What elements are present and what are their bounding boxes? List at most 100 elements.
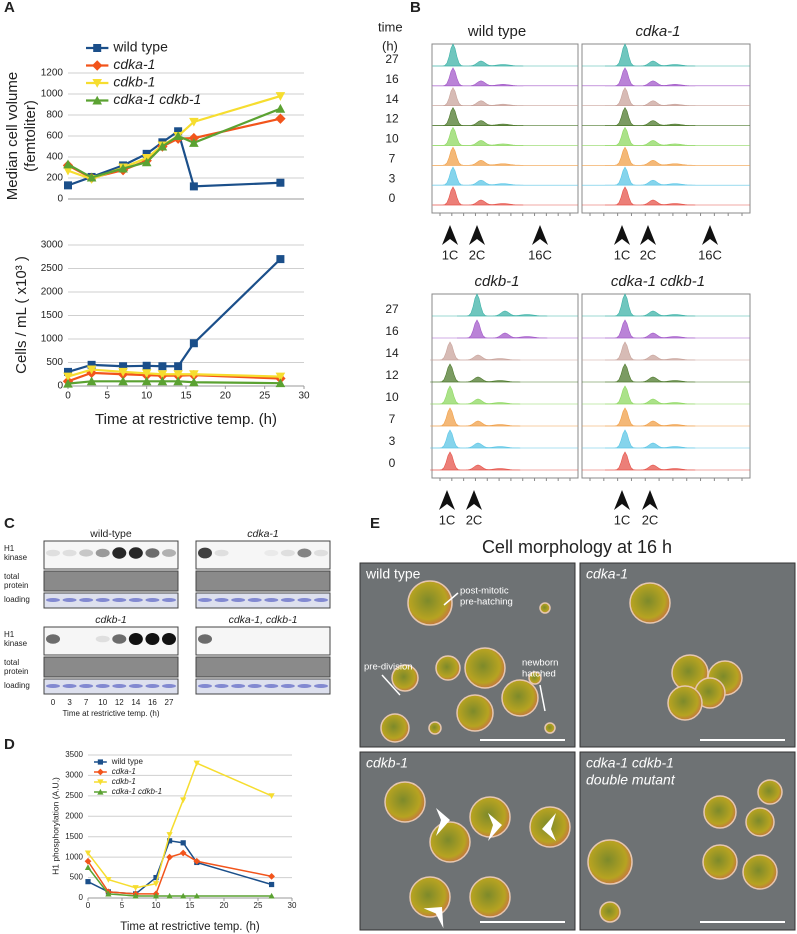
histogram-peak <box>433 87 524 107</box>
marker <box>118 367 128 377</box>
time-label: 27 <box>385 302 399 316</box>
legend-marker <box>97 779 104 786</box>
marker <box>174 362 183 371</box>
y-axis-label: H1 phosphorylation (A.U.) <box>50 777 60 875</box>
marker <box>64 367 72 376</box>
legend-marker <box>97 788 104 795</box>
loading-band <box>214 684 229 688</box>
histogram-peak <box>605 166 696 186</box>
loading-blot <box>43 678 179 695</box>
cell <box>435 655 461 681</box>
blot-row-label: total <box>4 572 19 581</box>
blot-xlabel: Time at restrictive temp. (h) <box>62 709 159 718</box>
loading-band <box>231 684 246 688</box>
marker <box>105 890 112 897</box>
marker <box>84 864 92 870</box>
arrowhead <box>640 225 656 245</box>
time-label: 7 <box>389 412 396 426</box>
loading-band <box>46 684 60 688</box>
time-header: time <box>378 19 403 34</box>
kinase-band <box>214 549 229 557</box>
cell <box>703 795 737 829</box>
x-tick-label: 10 <box>152 901 161 910</box>
time-label: 7 <box>389 151 396 165</box>
kinase-band <box>112 547 127 559</box>
cell <box>702 844 738 880</box>
loading-band <box>297 598 312 602</box>
protein-blot <box>195 570 331 592</box>
marker <box>86 365 97 375</box>
x-tick-label: 5 <box>105 391 111 402</box>
marker <box>142 361 151 370</box>
marker <box>173 370 183 380</box>
annotation: pre-hatching <box>460 597 513 608</box>
lane-label: 14 <box>131 698 140 707</box>
cell <box>501 679 539 717</box>
y-tick-label: 1000 <box>41 89 64 100</box>
legend-label: cdka-1 cdkb-1 <box>112 787 162 796</box>
ploidy-label: 16C <box>698 247 722 262</box>
kinase-band <box>95 548 110 558</box>
marker <box>275 113 286 124</box>
y-tick-label: 2500 <box>41 263 64 274</box>
x-tick-label: 10 <box>141 391 153 402</box>
loading-blot <box>195 592 331 609</box>
marker <box>84 857 92 865</box>
y-tick-label: 200 <box>46 173 63 184</box>
blot-row-label: loading <box>4 595 30 604</box>
loading-band <box>247 598 262 602</box>
y-tick-label: 3000 <box>41 240 64 251</box>
lane-label: 16 <box>148 698 157 707</box>
ploidy-label: 2C <box>642 512 659 527</box>
loading-band <box>314 684 328 688</box>
marker <box>173 376 183 386</box>
y-tick-label: 3000 <box>65 771 83 780</box>
histogram-peak <box>605 407 696 427</box>
marker <box>158 362 167 371</box>
panel-label: E <box>370 515 380 532</box>
histogram-peak <box>605 87 696 107</box>
histogram-peak <box>430 341 521 361</box>
marker <box>63 378 73 388</box>
legend-label: wild type <box>111 757 144 766</box>
kinase-band <box>79 549 94 557</box>
cell <box>428 721 442 735</box>
time-label: 12 <box>385 368 399 382</box>
arrowhead <box>436 808 450 836</box>
arrowhead <box>614 225 630 245</box>
arrowhead <box>614 490 630 510</box>
cell <box>742 854 778 890</box>
y-tick-label: 2500 <box>65 791 83 800</box>
marker <box>167 838 173 844</box>
blot-row-label: kinase <box>4 639 28 648</box>
y-tick-label: 0 <box>57 381 63 392</box>
kinase-band <box>46 549 60 557</box>
loading-band <box>280 598 295 602</box>
histogram-peak <box>605 106 696 126</box>
time-label: 3 <box>389 434 396 448</box>
legend-label: cdka-1 <box>113 56 155 72</box>
arrowhead <box>466 490 482 510</box>
histogram-title: cdkb-1 <box>474 273 519 290</box>
lane-label: 7 <box>84 698 89 707</box>
marker <box>189 339 198 348</box>
ploidy-label: 1C <box>439 512 456 527</box>
loading-band <box>46 598 60 602</box>
marker <box>189 117 199 127</box>
y-tick-label: 0 <box>57 194 63 205</box>
marker <box>193 760 200 767</box>
kinase-band <box>281 636 295 642</box>
series-line <box>67 380 281 385</box>
marker <box>269 881 275 888</box>
ploidy-label: 1C <box>442 247 459 262</box>
marker <box>86 376 97 386</box>
ploidy-label: 2C <box>640 247 657 262</box>
kinase-band <box>79 636 93 642</box>
marker <box>157 370 168 380</box>
marker <box>152 881 160 887</box>
series-line <box>87 866 272 897</box>
legend-label: cdka-1 cdkb-1 <box>113 91 201 107</box>
marker <box>63 372 73 382</box>
time-label: 12 <box>385 112 399 126</box>
loading-band <box>62 598 77 602</box>
